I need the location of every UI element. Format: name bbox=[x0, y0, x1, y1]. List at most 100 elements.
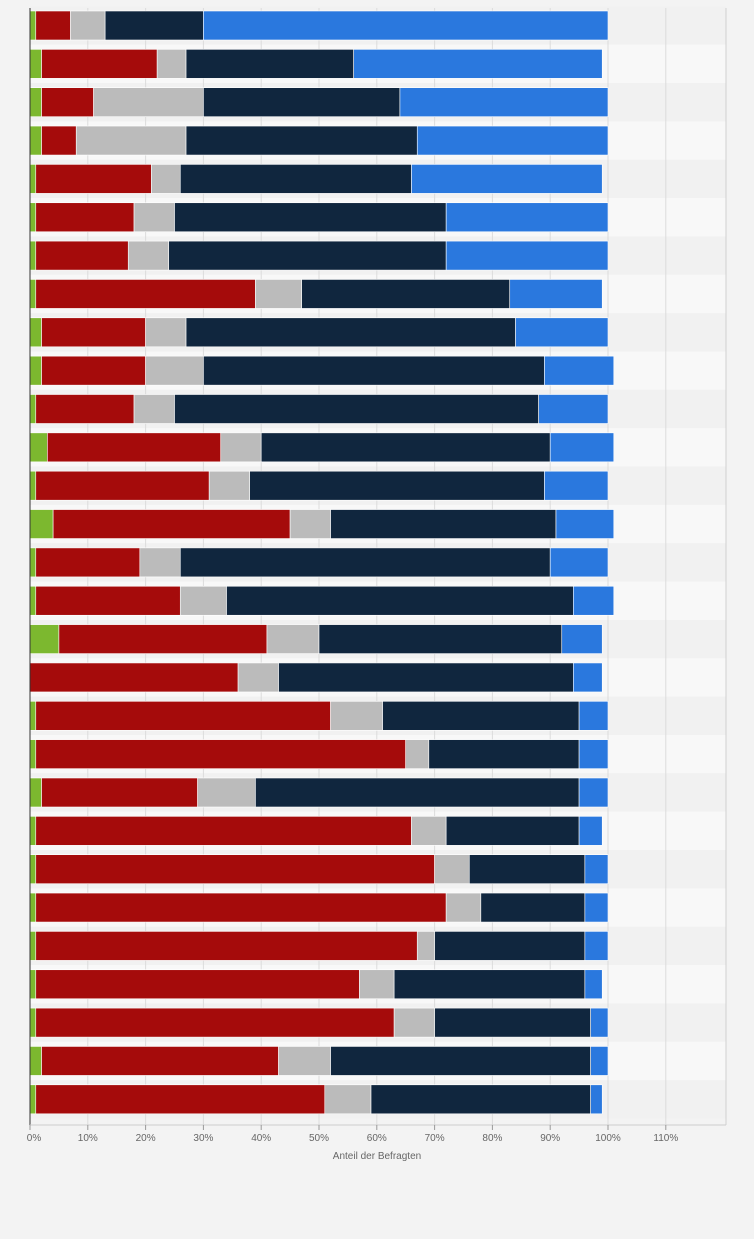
bar-segment bbox=[58, 624, 268, 654]
bar-segment bbox=[41, 49, 158, 79]
bar-segment bbox=[29, 432, 48, 463]
bar-segment bbox=[133, 394, 175, 424]
bar-segment bbox=[133, 202, 175, 233]
bar-segment bbox=[35, 394, 135, 424]
bar-segment bbox=[156, 49, 187, 79]
x-axis-title: Anteil der Befragten bbox=[333, 1151, 421, 1162]
bar-segment bbox=[35, 164, 152, 194]
bar-segment bbox=[29, 164, 37, 194]
bar-segment bbox=[330, 509, 557, 539]
bar-segment bbox=[203, 355, 545, 386]
bars bbox=[29, 10, 615, 1115]
x-tick-label: 60% bbox=[367, 1133, 387, 1144]
bar-segment bbox=[29, 355, 42, 386]
bar-segment bbox=[578, 700, 609, 731]
bar-segment bbox=[584, 969, 603, 1000]
bar-segment bbox=[70, 10, 106, 41]
bar-segment bbox=[35, 892, 447, 923]
bar-segment bbox=[29, 10, 37, 41]
bar-segment bbox=[35, 700, 331, 731]
bar-segment bbox=[29, 892, 37, 923]
bar-segment bbox=[35, 931, 418, 961]
bar-segment bbox=[353, 49, 603, 79]
x-tick-label: 40% bbox=[251, 1133, 271, 1144]
bar-segment bbox=[434, 854, 470, 885]
bar-segment bbox=[29, 279, 37, 309]
bar-segment bbox=[29, 240, 37, 271]
bar-segment bbox=[544, 470, 609, 501]
bar-segment bbox=[41, 125, 77, 156]
bar-segment bbox=[29, 816, 37, 846]
x-tick-label: 20% bbox=[136, 1133, 156, 1144]
bar-segment bbox=[35, 1007, 395, 1038]
bar-segment bbox=[29, 969, 37, 1000]
bar-segment bbox=[185, 125, 418, 156]
bar-segment bbox=[29, 777, 42, 808]
bar-segment bbox=[590, 1007, 609, 1038]
bar-segment bbox=[203, 10, 609, 41]
bar-segment bbox=[249, 470, 545, 501]
x-tick-label: 10% bbox=[78, 1133, 98, 1144]
bar-segment bbox=[538, 394, 609, 424]
bar-segment bbox=[35, 547, 141, 578]
bar-segment bbox=[573, 585, 615, 616]
bar-segment bbox=[29, 931, 37, 961]
bar-segment bbox=[35, 969, 360, 1000]
bar-segment bbox=[29, 509, 54, 539]
bar-segment bbox=[411, 164, 603, 194]
bar-segment bbox=[226, 585, 574, 616]
bar-segment bbox=[179, 164, 412, 194]
bar-segment bbox=[405, 739, 430, 769]
bar-segment bbox=[29, 547, 37, 578]
bar-segment bbox=[445, 816, 580, 846]
bar-segment bbox=[168, 240, 447, 271]
bar-segment bbox=[127, 240, 170, 271]
bar-segment bbox=[104, 10, 204, 41]
bar-segment bbox=[561, 624, 603, 654]
bar-segment bbox=[578, 739, 609, 769]
bar-segment bbox=[324, 1084, 372, 1115]
bar-segment bbox=[29, 470, 37, 501]
bar-segment bbox=[29, 125, 42, 156]
bar-segment bbox=[515, 317, 609, 348]
bar-segment bbox=[278, 662, 574, 693]
bar-segment bbox=[468, 854, 586, 885]
bar-segment bbox=[35, 739, 407, 769]
bar-segment bbox=[29, 585, 37, 616]
bar-segment bbox=[29, 202, 37, 233]
bar-segment bbox=[35, 816, 412, 846]
x-tick-label: 90% bbox=[540, 1133, 560, 1144]
bar-segment bbox=[174, 202, 447, 233]
bar-segment bbox=[445, 240, 609, 271]
bar-segment bbox=[555, 509, 615, 539]
bar-segment bbox=[29, 1084, 37, 1115]
bar-segment bbox=[139, 547, 181, 578]
bar-segment bbox=[578, 816, 603, 846]
bar-segment bbox=[29, 317, 42, 348]
bar-segment bbox=[29, 394, 37, 424]
bar-segment bbox=[29, 49, 42, 79]
x-tick-label: 80% bbox=[482, 1133, 502, 1144]
bar-segment bbox=[584, 854, 609, 885]
bar-segment bbox=[220, 432, 262, 463]
bar-segment bbox=[41, 1046, 279, 1076]
bar-segment bbox=[584, 892, 609, 923]
bar-segment bbox=[544, 355, 615, 386]
bar-segment bbox=[203, 87, 401, 117]
bar-segment bbox=[393, 969, 586, 1000]
bar-segment bbox=[382, 700, 580, 731]
bar-segment bbox=[35, 10, 71, 41]
bar-segment bbox=[29, 1046, 42, 1076]
bar-segment bbox=[445, 202, 609, 233]
bar-segment bbox=[197, 777, 256, 808]
bar-segment bbox=[29, 624, 60, 654]
bar-segment bbox=[174, 394, 539, 424]
bar-segment bbox=[278, 1046, 331, 1076]
bar-segment bbox=[151, 164, 181, 194]
bar-segment bbox=[29, 1007, 37, 1038]
bar-segment bbox=[393, 1007, 435, 1038]
bar-segment bbox=[145, 317, 187, 348]
bar-segment bbox=[35, 470, 210, 501]
bar-segment bbox=[35, 202, 135, 233]
